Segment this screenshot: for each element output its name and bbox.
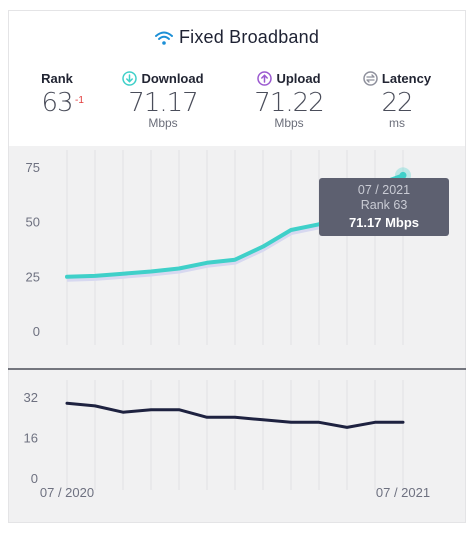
- latency-unit: ms: [389, 116, 405, 130]
- latency-chart-grid: [66, 380, 404, 490]
- card-header: Fixed Broadband Rank 63 -1 Download 71.1…: [9, 11, 465, 146]
- chart-tooltip: 07 / 2021 Rank 63 71.17 Mbps: [319, 178, 449, 236]
- latency-line: [65, 401, 405, 429]
- latency-series: [65, 401, 405, 429]
- latency-value: 22: [381, 88, 413, 118]
- x-tick-label-start: 07 / 2020: [40, 485, 94, 500]
- tooltip-value: 71.17 Mbps: [348, 215, 420, 230]
- tooltip-rank: Rank 63: [360, 198, 408, 212]
- rank-value: 63: [41, 88, 73, 118]
- card-title: Fixed Broadband: [9, 27, 465, 50]
- latency-icon: [363, 71, 378, 86]
- download-label-text: Download: [141, 71, 204, 86]
- y-tick-label: 16: [24, 431, 38, 446]
- latency-label-text: Latency: [381, 71, 432, 86]
- y-tick-label: 75: [26, 160, 40, 175]
- download-icon: [122, 71, 138, 86]
- x-tick-labels: 07 / 2020 07 / 2021: [40, 485, 430, 500]
- wifi-icon: [154, 29, 173, 50]
- download-unit: Mbps: [148, 116, 178, 130]
- rank-stat: Rank 63 -1: [27, 71, 87, 116]
- broadband-card: Fixed Broadband Rank 63 -1 Download 71.1…: [8, 10, 466, 523]
- y-tick-label: 25: [26, 269, 40, 284]
- upload-stat: Upload 71.22 Mbps: [239, 71, 339, 130]
- rank-delta: -1: [75, 95, 84, 106]
- title-text: Fixed Broadband: [178, 27, 320, 47]
- download-stat: Download 71.17 Mbps: [113, 71, 213, 130]
- upload-unit: Mbps: [274, 116, 304, 130]
- upload-icon: [257, 71, 273, 86]
- tooltip-date: 07 / 2021: [357, 183, 411, 197]
- y-tick-label: 0: [31, 471, 38, 486]
- y-tick-label: 50: [26, 215, 40, 230]
- upload-label: Upload: [239, 71, 339, 86]
- y-tick-label: 32: [24, 390, 38, 405]
- latency-stat: Latency 22 ms: [347, 71, 447, 130]
- latency-label: Latency: [347, 71, 447, 86]
- x-tick-label-end: 07 / 2021: [376, 485, 430, 500]
- y-tick-label: 0: [33, 324, 40, 339]
- latency-y-ticks: 32 16 0: [24, 390, 38, 486]
- download-label: Download: [113, 71, 213, 86]
- rank-label: Rank: [41, 71, 73, 86]
- upload-label-text: Upload: [276, 71, 321, 86]
- upload-value: 71.22: [254, 88, 324, 118]
- highlight-point: [399, 171, 407, 179]
- download-value: 71.17: [128, 88, 198, 118]
- download-y-ticks: 75 50 25 0: [26, 160, 40, 339]
